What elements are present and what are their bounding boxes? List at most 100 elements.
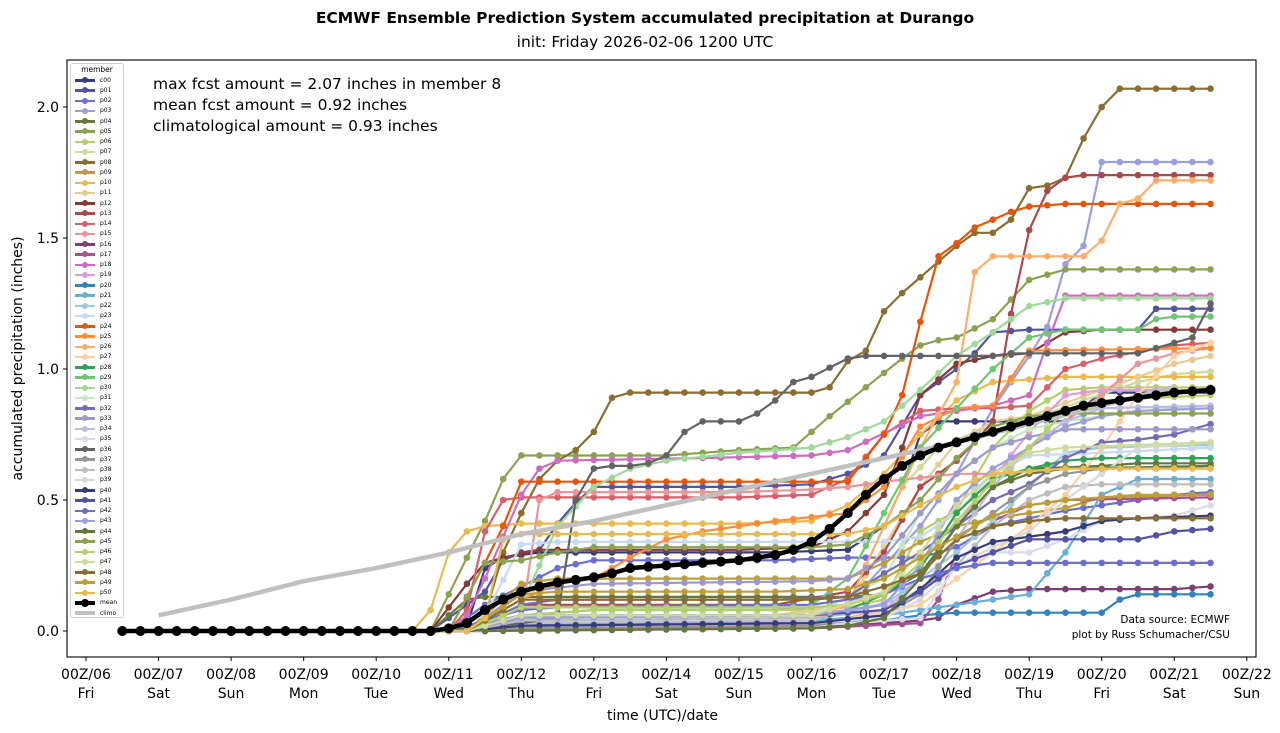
series-p44-point (1007, 477, 1015, 484)
series-p15-point (681, 488, 688, 496)
legend-swatch-marker (82, 425, 88, 432)
series-mean-point (951, 437, 962, 448)
legend-label: p07 (100, 148, 112, 156)
series-p21-point (989, 596, 997, 603)
y-tick-label: 1.5 (37, 231, 59, 247)
legend-item-c00: c00 (71, 75, 123, 85)
legend-item-mean: mean (71, 598, 123, 608)
legend-swatch-marker (82, 159, 88, 166)
series-p28-point (1134, 454, 1142, 462)
x-tick-label-time: 00Z/07 (134, 667, 184, 683)
series-p12-point (463, 580, 471, 588)
series-p45-point (844, 541, 852, 548)
series-p10-point (953, 397, 960, 404)
series-p40-point (663, 621, 670, 628)
legend-swatch (75, 106, 95, 116)
series-p40-point (699, 620, 706, 628)
series-p46-point (663, 604, 670, 611)
series-mean-point (969, 432, 980, 443)
series-p05-point (499, 475, 507, 483)
series-p30-point (1134, 294, 1142, 302)
series-p42-point (1152, 559, 1160, 567)
series-p43-point (844, 606, 852, 614)
legend-item-p48: p48 (71, 567, 123, 577)
series-p10-point (1062, 373, 1069, 381)
series-p36-point (644, 460, 652, 467)
legend-swatch-marker (82, 169, 88, 176)
legend-swatch-marker (82, 374, 88, 381)
series-p48-point (644, 596, 652, 603)
series-p20-point (989, 609, 997, 616)
series-p50-point (590, 530, 598, 538)
series-p36-point (735, 418, 743, 425)
legend-label: p41 (100, 496, 112, 504)
series-p10-point (427, 606, 434, 614)
series-p08-point (1134, 85, 1142, 92)
series-p32-point (1152, 433, 1160, 441)
legend-swatch (75, 116, 95, 126)
series-p40-point (572, 621, 580, 629)
series-p32-point (880, 570, 888, 577)
series-p41-point (1152, 532, 1160, 539)
series-p03-point (1170, 158, 1178, 166)
series-p16-point (1025, 585, 1033, 593)
series-p04-point (445, 611, 453, 619)
series-p49-point (844, 585, 852, 593)
series-p08-point (808, 389, 815, 396)
series-p47-point (880, 588, 888, 595)
series-p24-point (1152, 200, 1160, 208)
series-p29-point (1043, 330, 1051, 337)
series-mean-point (1114, 395, 1125, 406)
series-p24-point (898, 391, 906, 399)
series-p02-point (644, 556, 652, 564)
series-p23-point (499, 576, 507, 584)
series-p47-point (554, 611, 561, 619)
legend-label: p43 (100, 517, 112, 525)
series-mean-point (498, 594, 509, 605)
series-p47-point (844, 600, 852, 607)
legend-swatch-marker (82, 128, 88, 135)
series-p30-point (971, 340, 979, 348)
series-p48-point (554, 596, 561, 603)
series-p49-point (790, 587, 797, 595)
series-p33-point (880, 554, 888, 561)
legend-swatch (75, 157, 95, 167)
series-p47-point (717, 611, 725, 619)
series-p10-point (536, 520, 543, 527)
series-p41-point (1098, 536, 1105, 543)
series-mean-point (280, 626, 291, 636)
series-mean-point (879, 474, 890, 485)
series-p19-point (1098, 386, 1105, 394)
series-p12-point (1170, 326, 1178, 334)
series-p26-point (953, 378, 960, 386)
legend-item-p10: p10 (71, 178, 123, 188)
series-p47-point (735, 611, 743, 619)
series-p08-point (572, 446, 580, 454)
legend-swatch (75, 434, 95, 444)
legend-swatch-marker (82, 251, 88, 258)
series-p14-point (1007, 403, 1015, 411)
legend-item-climo: climo (71, 608, 123, 618)
x-tick-label-time: 00Z/15 (714, 667, 764, 683)
legend-swatch-marker (81, 598, 89, 607)
series-p36-point (572, 496, 580, 504)
series-p30-point (1007, 315, 1015, 323)
series-mean-point (1187, 386, 1198, 397)
data-source-credit: Data source: ECMWF (1120, 614, 1230, 626)
series-p21-point (935, 604, 942, 611)
series-p08-point (699, 389, 706, 396)
series-p43-point (1062, 423, 1069, 430)
series-p02-point (898, 554, 906, 561)
series-p49-point (717, 588, 725, 595)
series-p40-point (536, 622, 543, 629)
series-p33-point (1007, 439, 1015, 446)
series-p45-point (753, 543, 761, 551)
legend-item-p12: p12 (71, 198, 123, 208)
series-p43-point (1207, 405, 1214, 412)
series-c00-point (826, 547, 833, 554)
series-p44-point (644, 626, 652, 633)
series-p03-point (917, 522, 924, 530)
series-mean-point (534, 581, 545, 592)
series-p36-point (1080, 349, 1087, 357)
series-p25-point (826, 511, 833, 519)
